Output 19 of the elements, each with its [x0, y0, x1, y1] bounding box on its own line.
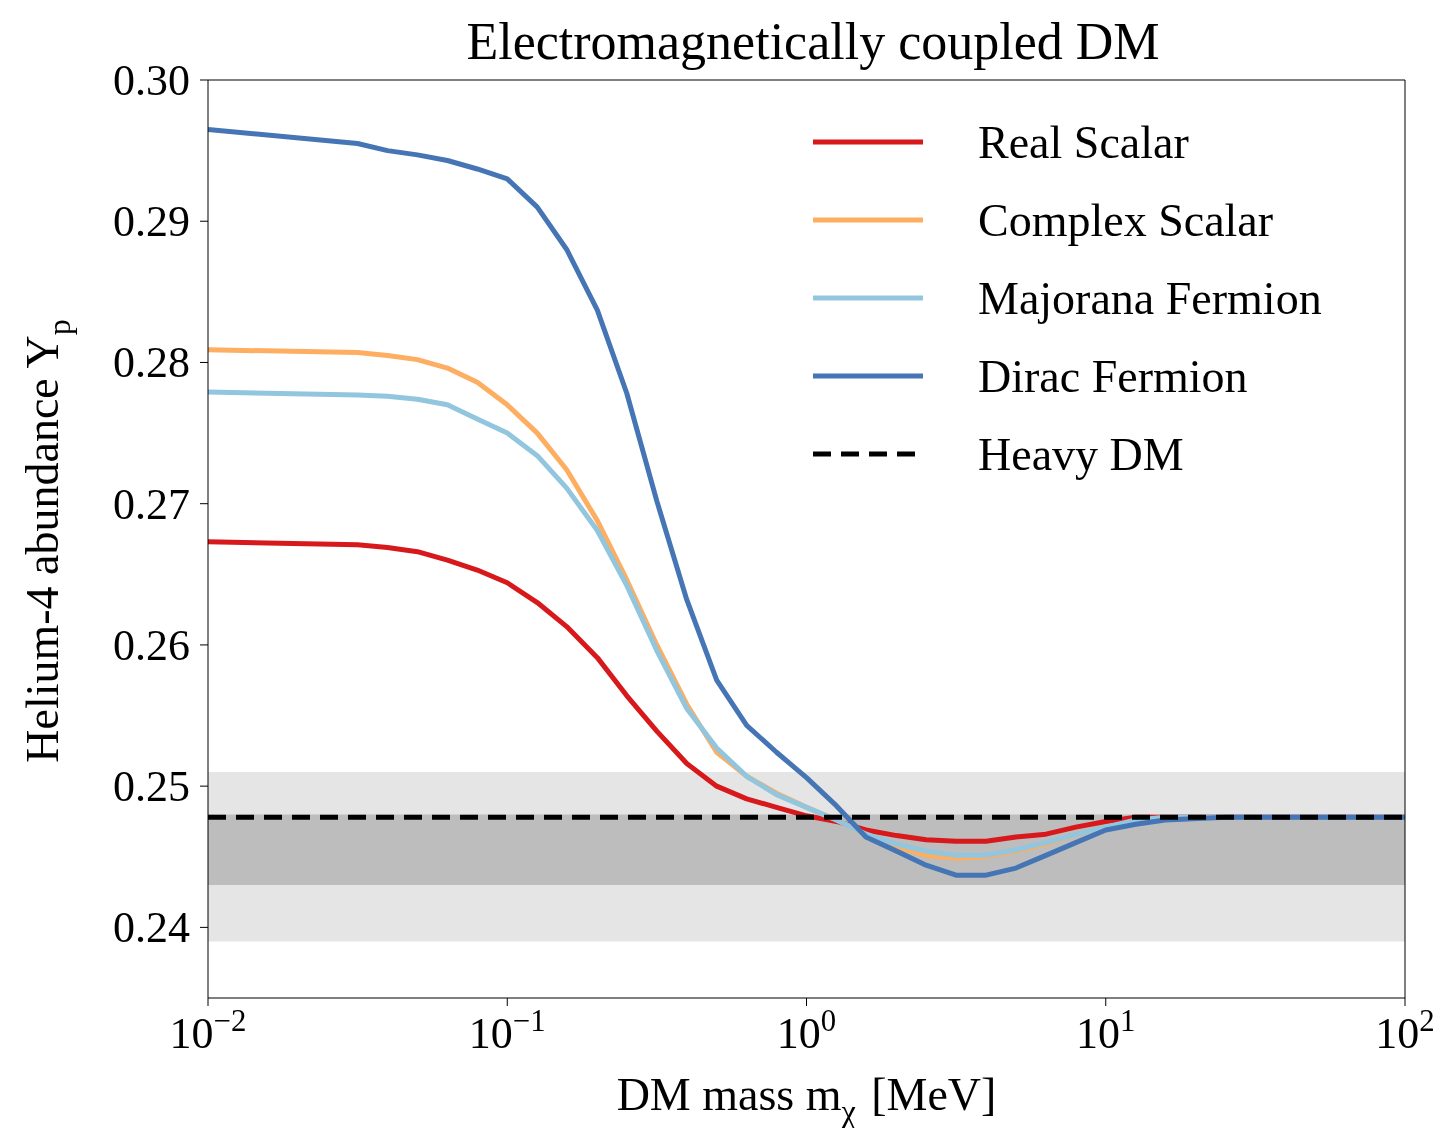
y-tick-label: 0.27 — [113, 479, 190, 529]
y-tick-label: 0.24 — [113, 903, 190, 953]
x-axis-title: DM mass m$_{χ}$ [MeV] — [616, 1069, 997, 1129]
legend-label: Complex Scalar — [978, 193, 1274, 247]
x-tick-label: 10$^{2}$ — [1375, 1004, 1435, 1058]
legend-label: Real Scalar — [978, 115, 1189, 169]
legend-label: Dirac Fermion — [978, 349, 1248, 403]
y-tick-label: 0.28 — [113, 338, 190, 388]
x-tick-label: 10$^{1}$ — [1076, 1004, 1136, 1058]
y-tick-label: 0.25 — [113, 762, 190, 812]
x-tick-label: 10$^{−1}$ — [468, 1004, 546, 1058]
legend-label: Majorana Fermion — [978, 271, 1322, 325]
y-tick-label: 0.26 — [113, 620, 190, 670]
x-tick-label: 10$^{−2}$ — [169, 1004, 247, 1058]
y-tick-label: 0.30 — [113, 56, 190, 105]
x-tick-label: 10$^{0}$ — [776, 1004, 837, 1058]
y-tick-label: 0.29 — [113, 197, 190, 247]
legend-label: Heavy DM — [978, 427, 1184, 481]
chart-title: Electromagnetically coupled DM — [465, 12, 1161, 71]
